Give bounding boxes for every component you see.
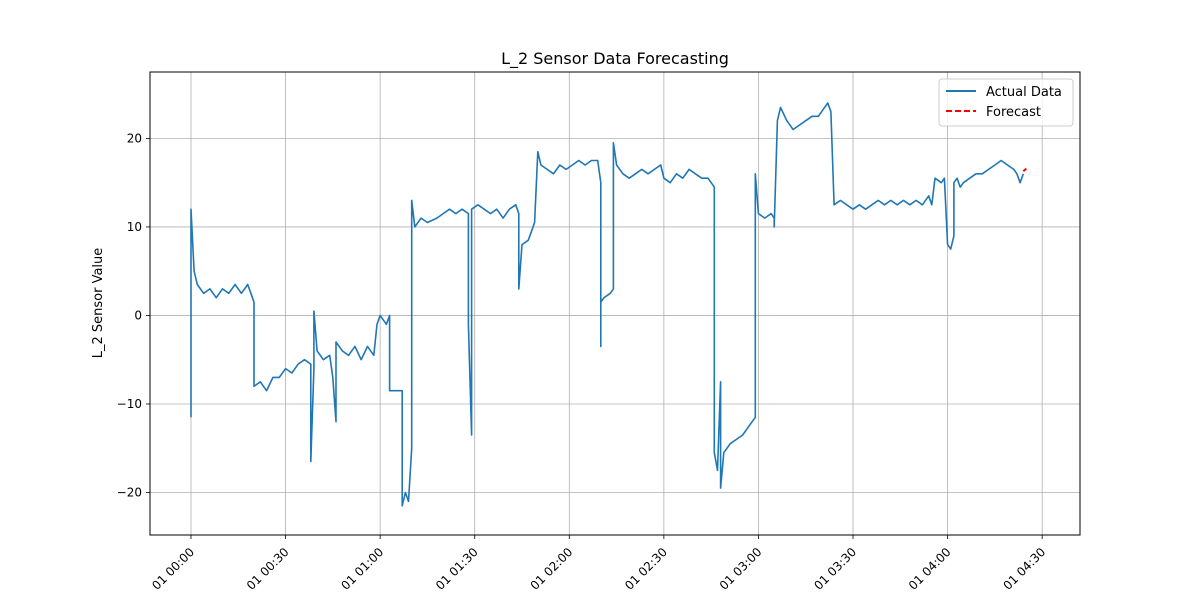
- actual-data-series-line: [190, 102, 1025, 507]
- series-layer: [190, 102, 1028, 507]
- plot-frame: [149, 71, 1081, 536]
- chart-title: L_2 Sensor Data Forecasting: [501, 49, 729, 69]
- y-tick-label: −10: [117, 397, 142, 411]
- grid-lines: [150, 72, 1080, 535]
- y-tick-label: 20: [127, 131, 142, 145]
- y-tick-label: −20: [117, 486, 142, 500]
- forecast-series-line: [1022, 167, 1028, 172]
- y-tick-label: 10: [127, 220, 142, 234]
- y-axis-label: L_2 Sensor Value: [91, 248, 106, 359]
- legend-actual-label: Actual Data: [986, 85, 1062, 100]
- legend-forecast-label: Forecast: [986, 105, 1041, 120]
- y-tick-label: 0: [134, 308, 142, 322]
- y-axis: −20 −10 0 10 20: [117, 131, 150, 500]
- legend: Actual Data Forecast: [938, 78, 1074, 127]
